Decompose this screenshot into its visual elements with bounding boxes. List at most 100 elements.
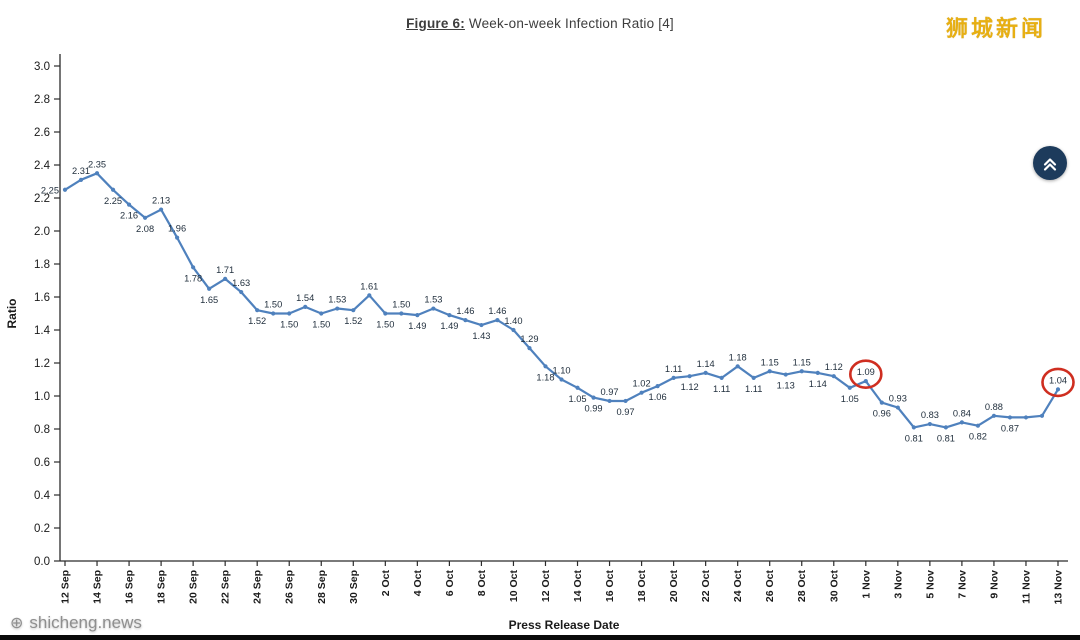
point-value-label: 1.15 — [761, 357, 779, 367]
x-tick-label: 16 Oct — [604, 570, 616, 603]
data-point — [367, 293, 372, 298]
point-value-label: 1.50 — [312, 320, 330, 330]
point-value-label: 0.82 — [969, 432, 987, 442]
point-value-label: 1.53 — [424, 295, 442, 305]
data-point — [191, 265, 196, 270]
data-point — [863, 379, 868, 384]
data-point — [831, 374, 836, 379]
x-tick-label: 24 Oct — [732, 570, 744, 603]
data-point — [207, 286, 212, 291]
data-point — [479, 322, 484, 328]
point-value-label: 1.50 — [376, 320, 394, 330]
point-value-label: 0.81 — [937, 433, 955, 443]
x-tick-label: 2 Oct — [380, 570, 392, 597]
data-point — [767, 369, 772, 374]
point-value-label: 0.97 — [600, 387, 618, 397]
data-point — [287, 311, 292, 316]
data-point — [623, 398, 628, 404]
y-tick-label: 2.2 — [34, 193, 50, 205]
data-point — [543, 364, 548, 369]
point-value-label: 0.96 — [873, 409, 891, 419]
y-tick-label: 1.4 — [34, 325, 51, 337]
data-point — [62, 187, 68, 192]
data-point — [271, 311, 276, 316]
data-point — [719, 375, 724, 380]
data-point — [799, 369, 804, 374]
y-tick-label: 1.2 — [34, 358, 50, 370]
data-point — [399, 311, 404, 316]
data-point — [383, 311, 388, 316]
data-point — [607, 398, 612, 404]
point-value-label: 1.14 — [697, 359, 715, 369]
point-value-label: 2.08 — [136, 224, 154, 234]
x-tick-label: 1 Nov — [860, 570, 872, 599]
x-tick-label: 20 Oct — [668, 570, 680, 603]
y-tick-label: 2.6 — [34, 127, 50, 139]
point-value-label: 1.50 — [280, 320, 298, 330]
point-value-label: 0.97 — [617, 407, 635, 417]
point-value-label: 0.87 — [1001, 423, 1019, 433]
y-tick-label: 0.8 — [34, 424, 50, 436]
watermark-site-text: shicheng.news — [29, 613, 142, 632]
data-point — [783, 372, 788, 377]
x-tick-label: 24 Sep — [252, 570, 264, 604]
point-value-label: 0.99 — [584, 404, 602, 414]
annotation-circle — [1041, 367, 1075, 398]
point-value-label: 2.13 — [152, 196, 170, 206]
data-point — [175, 235, 180, 240]
point-value-label: 1.29 — [520, 334, 538, 344]
data-point — [703, 370, 708, 375]
point-value-label: 1.49 — [440, 321, 458, 331]
point-value-label: 1.63 — [232, 278, 250, 288]
y-tick-label: 1.8 — [34, 259, 50, 271]
data-point — [303, 304, 308, 309]
data-point — [78, 177, 84, 182]
data-point — [158, 207, 164, 212]
globe-icon: ⊕ — [10, 613, 24, 632]
x-tick-label: 18 Sep — [156, 570, 168, 604]
y-tick-label: 1.6 — [34, 292, 50, 304]
data-point — [911, 425, 916, 430]
data-point — [335, 306, 340, 311]
data-point — [94, 171, 100, 176]
y-tick-label: 0.6 — [34, 457, 50, 469]
data-point — [959, 420, 965, 425]
x-tick-label: 13 Nov — [1053, 570, 1065, 605]
x-tick-label: 11 Nov — [1020, 570, 1032, 604]
point-value-label: 1.40 — [504, 316, 522, 326]
data-point — [735, 364, 740, 369]
point-value-label: 1.12 — [681, 382, 699, 392]
point-value-label: 1.06 — [649, 392, 667, 402]
x-tick-label: 9 Nov — [988, 570, 1000, 599]
point-value-label: 1.54 — [296, 293, 314, 303]
data-point — [126, 202, 132, 207]
x-tick-label: 28 Oct — [796, 570, 808, 603]
data-point — [687, 374, 692, 379]
point-value-label: 1.05 — [568, 394, 586, 404]
data-point — [1007, 415, 1013, 420]
point-value-label: 1.52 — [248, 316, 266, 326]
y-tick-label: 0.0 — [34, 556, 50, 568]
annotation-circle — [849, 359, 883, 389]
point-value-label: 1.02 — [633, 379, 651, 389]
point-value-label: 1.43 — [472, 331, 490, 341]
x-tick-label: 5 Nov — [924, 570, 936, 599]
x-tick-label: 14 Oct — [572, 570, 584, 603]
x-tick-label: 4 Oct — [412, 570, 424, 597]
data-point — [511, 327, 516, 333]
x-tick-label: 10 Oct — [508, 570, 520, 603]
point-value-label: 1.10 — [552, 366, 570, 376]
x-tick-label: 30 Sep — [348, 570, 360, 604]
point-value-label: 1.04 — [1049, 375, 1067, 385]
point-value-label: 0.88 — [985, 402, 1003, 412]
data-point — [975, 423, 981, 428]
x-tick-label: 6 Oct — [444, 570, 456, 597]
x-tick-label: 3 Nov — [892, 570, 904, 599]
scroll-to-top-button[interactable] — [1033, 146, 1067, 180]
x-tick-label: 14 Sep — [92, 570, 104, 604]
point-value-label: 1.50 — [264, 300, 282, 310]
data-point — [1055, 387, 1061, 392]
point-value-label: 1.11 — [713, 384, 730, 394]
y-tick-label: 2.4 — [34, 160, 51, 172]
data-point — [463, 318, 468, 323]
